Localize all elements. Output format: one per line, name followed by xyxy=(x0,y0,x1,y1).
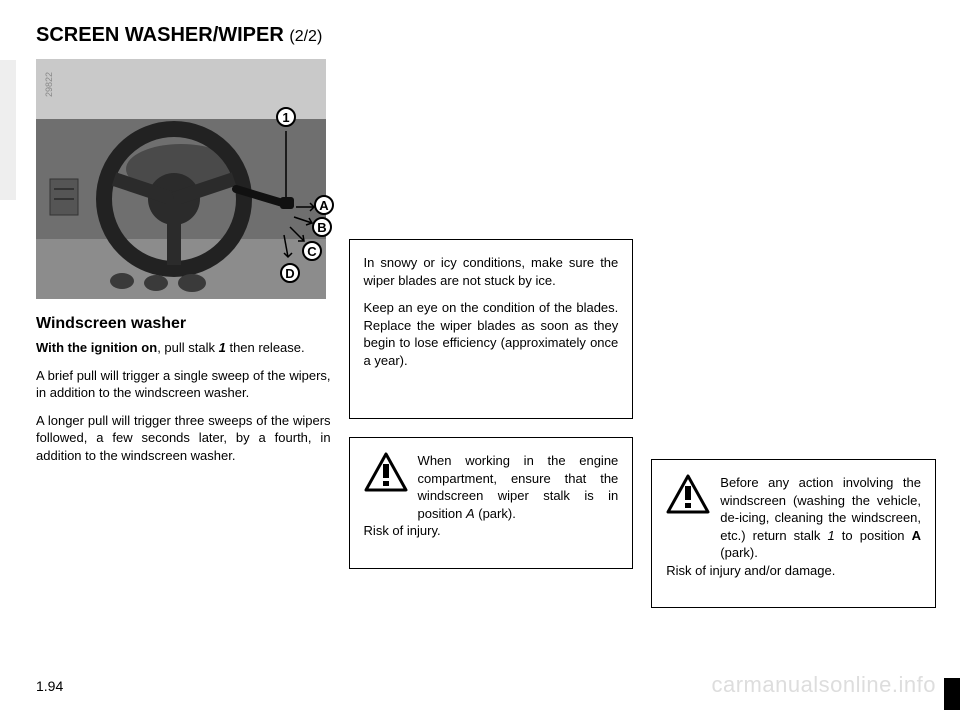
callout-B-label: B xyxy=(312,217,332,237)
column-1: 29822 1 A B C D Windscreen washer xyxy=(36,59,331,626)
figure-ref: 29822 xyxy=(44,72,54,97)
warning-box-windscreen-p1: Before any action involving the windscre… xyxy=(720,474,921,562)
warning-box-engine-body: When working in the engine compartment, … xyxy=(364,452,619,540)
page-title: SCREEN WASHER/WIPER (2/2) xyxy=(36,24,936,47)
chapter-tab xyxy=(0,60,16,200)
warning-box-engine-p2: Risk of injury. xyxy=(364,522,619,540)
col2-spacer xyxy=(349,59,634,239)
warning-box-windscreen: Before any action involving the windscre… xyxy=(651,459,936,608)
info-box-conditions: In snowy or icy conditions, make sure th… xyxy=(349,239,634,419)
col3-spacer xyxy=(651,59,936,459)
callout-1: 1 xyxy=(276,107,296,127)
col1-p1-rest: , pull stalk xyxy=(157,340,218,355)
warning-box-windscreen-body: Before any action involving the windscre… xyxy=(666,474,921,579)
callout-B: B xyxy=(312,217,332,237)
content-columns: 29822 1 A B C D Windscreen washer xyxy=(24,59,936,626)
callout-C-label: C xyxy=(302,241,322,261)
col1-p1-rest2: then release. xyxy=(226,340,305,355)
col1-p1-ital: 1 xyxy=(219,340,226,355)
callout-A-label: A xyxy=(314,195,334,215)
info-box-conditions-body: In snowy or icy conditions, make sure th… xyxy=(364,254,619,369)
windscreen-washer-heading: Windscreen washer xyxy=(36,315,331,333)
watermark: carmanualsonline.info xyxy=(711,672,936,698)
warning-icon xyxy=(364,452,408,492)
dashboard-figure: 29822 1 A B C D xyxy=(36,59,326,299)
info-box-conditions-p1: In snowy or icy conditions, make sure th… xyxy=(364,254,619,289)
callout-C: C xyxy=(302,241,322,261)
column-3: Before any action involving the windscre… xyxy=(651,59,936,626)
manual-page: SCREEN WASHER/WIPER (2/2) xyxy=(0,0,960,710)
edge-tab xyxy=(944,678,960,710)
info-box-conditions-p2: Keep an eye on the condition of the blad… xyxy=(364,299,619,369)
callout-D: D xyxy=(280,263,300,283)
warning-box-windscreen-p2: Risk of injury and/or damage. xyxy=(666,562,921,580)
warning-box-engine-p1: When working in the engine compartment, … xyxy=(418,452,619,522)
page-title-sub: (2/2) xyxy=(289,28,322,45)
column-2: In snowy or icy conditions, make sure th… xyxy=(349,59,634,626)
callout-D-label: D xyxy=(280,263,300,283)
col1-p2: A brief pull will trigger a single sweep… xyxy=(36,367,331,402)
col1-p1-bold: With the ignition on xyxy=(36,340,157,355)
page-title-main: SCREEN WASHER/WIPER xyxy=(36,24,284,46)
warning-box-engine: When working in the engine compartment, … xyxy=(349,437,634,569)
warning-icon xyxy=(666,474,710,514)
callout-A: A xyxy=(314,195,334,215)
col1-p3: A longer pull will trigger three sweeps … xyxy=(36,412,331,465)
col1-p1: With the ignition on, pull stalk 1 then … xyxy=(36,339,331,357)
callout-1-label: 1 xyxy=(276,107,296,127)
page-number: 1.94 xyxy=(36,678,63,694)
